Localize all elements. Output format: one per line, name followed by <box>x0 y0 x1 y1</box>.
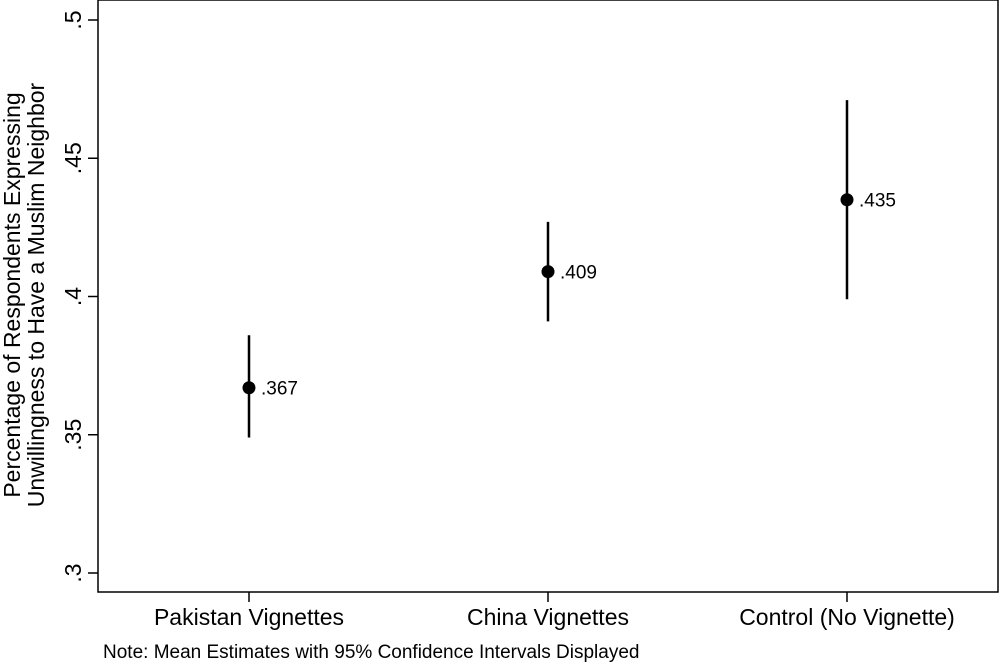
x-tick-label: China Vignettes <box>467 604 629 630</box>
point-estimate <box>541 265 555 279</box>
value-label: .367 <box>261 379 298 400</box>
y-axis-title-line-1: Percentage of Respondents Expressing <box>0 92 25 497</box>
point-estimates <box>242 193 854 395</box>
value-labels: .367 .409 .435 <box>261 191 896 400</box>
y-tick-label: .3 <box>60 563 86 582</box>
y-tick-label: .35 <box>60 419 86 451</box>
y-tick-label: .4 <box>60 287 86 306</box>
y-tick-label: .5 <box>60 10 86 29</box>
x-tick-label: Control (No Vignette) <box>739 604 955 630</box>
x-tick-label: Pakistan Vignettes <box>154 604 344 630</box>
value-label: .409 <box>560 263 597 284</box>
y-axis-title: Percentage of Respondents Expressing Unw… <box>0 82 49 507</box>
point-estimate <box>840 193 854 207</box>
x-axis-ticks: Pakistan Vignettes China Vignettes Control… <box>154 592 955 630</box>
point-estimate <box>242 381 256 395</box>
y-tick-label: .45 <box>60 142 86 174</box>
y-axis-title-line-2: Unwillingness to Have a Muslim Neighbor <box>23 82 49 507</box>
chart-note: Note: Mean Estimates with 95% Confidence… <box>103 642 640 663</box>
value-label: .435 <box>859 191 896 212</box>
y-axis-ticks: .3 .35 .4 .45 .5 <box>60 10 98 583</box>
